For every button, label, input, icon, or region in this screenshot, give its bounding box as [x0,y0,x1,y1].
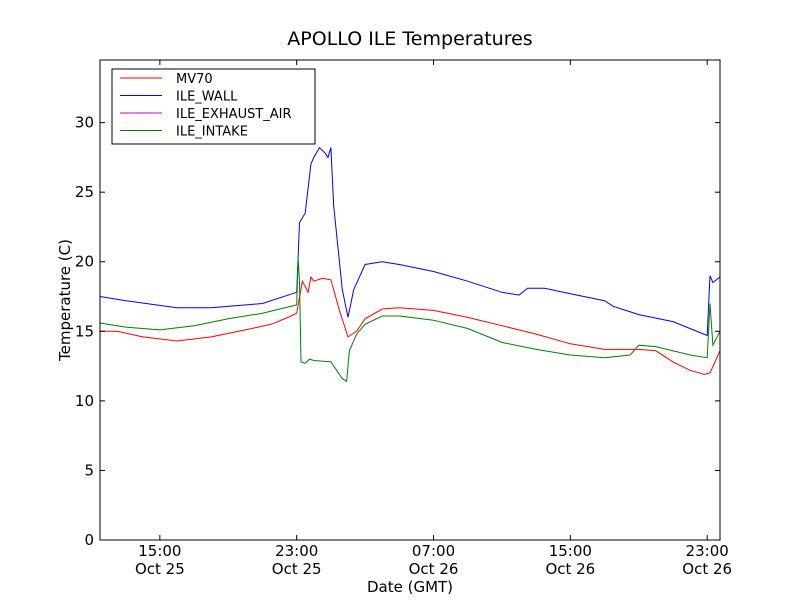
series-line-ile-intake [99,257,721,383]
plot-frame [99,59,721,541]
x-tick-label-time: 15:00 [138,542,181,560]
y-axis: 0 5 10 15 20 25 30 [75,114,720,549]
y-axis-label: Temperature (C) [56,239,74,362]
x-tick-label-date: Oct 26 [409,560,459,578]
y-tick-label: 25 [75,183,94,201]
y-tick-label: 10 [75,392,94,410]
legend-label: ILE_INTAKE [176,125,248,140]
y-tick-label: 0 [84,531,94,549]
x-tick-label-time: 23:00 [275,542,318,560]
legend-label: ILE_EXHAUST_AIR [176,107,292,122]
x-tick-label-date: Oct 26 [545,560,595,578]
legend-label: MV70 [176,72,213,87]
chart-title: APOLLO ILE Temperatures [287,28,532,50]
legend-label: ILE_WALL [176,90,238,105]
x-tick-label-time: 07:00 [412,542,455,560]
x-tick-label-date: Oct 25 [272,560,322,578]
y-tick-label: 30 [75,114,94,132]
legend: MV70 ILE_WALL ILE_EXHAUST_AIR ILE_INTAKE [111,68,316,145]
y-tick-label: 5 [84,461,94,479]
x-tick-label-time: 15:00 [549,542,592,560]
series-line-mv70 [100,275,721,375]
y-tick-label: 20 [75,253,94,271]
x-axis-label: Date (GMT) [367,578,453,596]
y-tick-label: 15 [75,322,94,340]
x-tick-label-date: Oct 25 [135,560,185,578]
legend-box [111,68,316,145]
plot-lines [99,146,721,383]
x-tick-label-date: Oct 26 [682,560,732,578]
x-tick-label-time: 23:00 [686,542,729,560]
series-line-ile-wall [99,146,721,337]
